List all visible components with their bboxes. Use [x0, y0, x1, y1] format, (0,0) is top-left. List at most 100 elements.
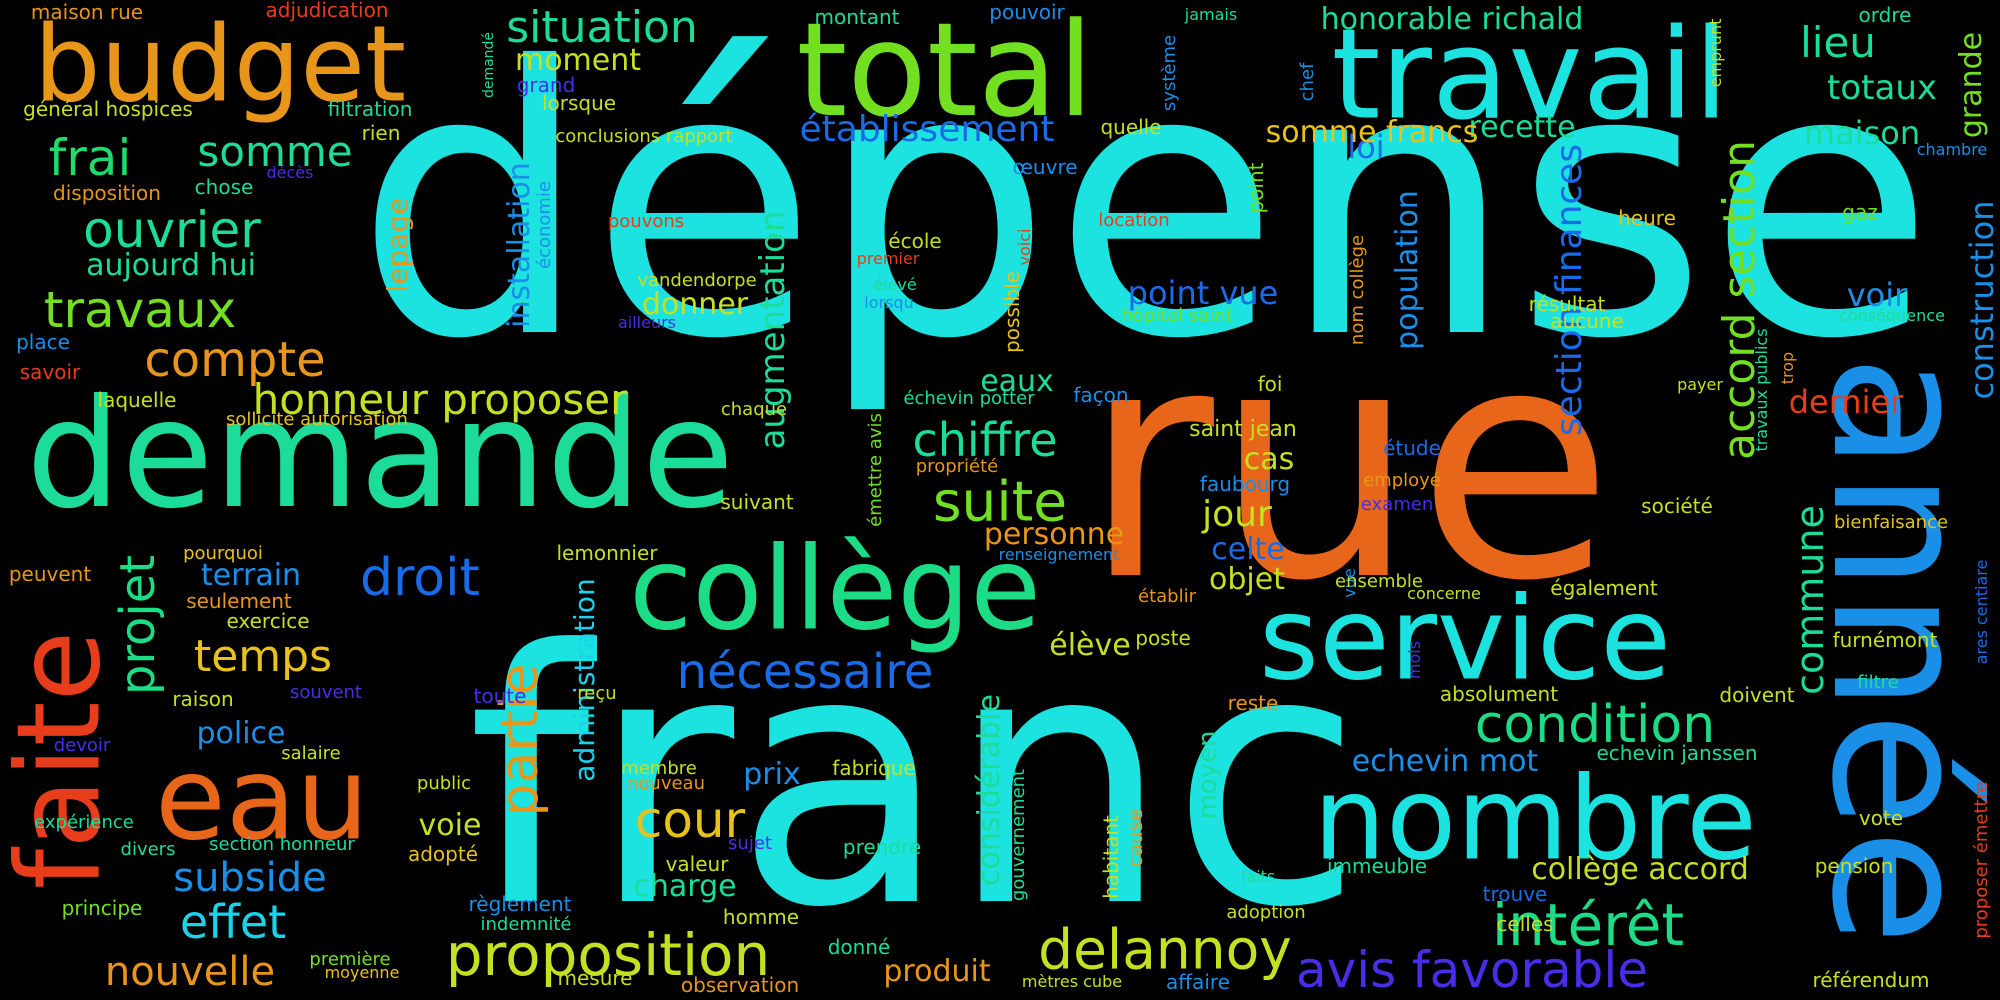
word-57: voir — [1846, 276, 1908, 314]
word-82: décès — [266, 163, 314, 182]
word-46: construction — [1963, 200, 2000, 400]
word-55: moment — [514, 43, 642, 78]
word-5: total — [796, 0, 1094, 146]
word-97: expérience — [34, 812, 134, 833]
word-117: jamais — [1184, 5, 1238, 24]
word-176: aucune — [1550, 309, 1624, 333]
word-89: pourquoi — [183, 543, 263, 564]
word-133: nom collège — [1347, 234, 1368, 346]
word-84: place — [16, 330, 70, 354]
word-58: dernier — [1788, 383, 1904, 421]
word-179: conséquence — [1839, 306, 1945, 325]
word-26: frai — [48, 129, 132, 187]
word-188: doivent — [1719, 683, 1795, 707]
word-103: public — [416, 773, 472, 794]
word-140: étude — [1383, 436, 1441, 460]
word-193: pension — [1814, 854, 1894, 878]
word-104: adopté — [407, 842, 479, 866]
word-110: pouvoir — [989, 0, 1065, 24]
word-107: mesure — [557, 966, 633, 990]
word-115: quelle — [1100, 115, 1162, 139]
word-61: personne — [983, 517, 1125, 552]
word-41: considérable — [972, 694, 1007, 886]
word-125: lorsqu — [864, 293, 914, 312]
word-36: établissement — [799, 109, 1055, 150]
word-131: point — [1244, 162, 1268, 214]
word-192: vote — [1858, 806, 1904, 830]
word-23: compte — [144, 332, 326, 388]
word-73: produit — [883, 954, 991, 989]
word-47: grande — [1954, 31, 1989, 139]
word-119: chef — [1297, 62, 1318, 102]
word-111: grand — [516, 73, 576, 97]
word-172: mètres cube — [1021, 972, 1123, 991]
word-106: indemnité — [480, 914, 572, 935]
word-56: point vue — [1127, 274, 1279, 312]
word-44: population — [1390, 190, 1425, 350]
word-170: immeuble — [1326, 854, 1428, 878]
word-128: voici — [1015, 228, 1034, 266]
word-70: charge — [633, 869, 737, 904]
word-189: absolument — [1439, 682, 1559, 706]
word-166: habitant — [1099, 815, 1123, 899]
word-13: proposition — [445, 921, 771, 989]
word-116: œuvre — [1012, 155, 1078, 179]
word-105: règlement — [468, 892, 572, 916]
word-114: demandé — [481, 31, 497, 99]
word-71: voie — [418, 808, 482, 843]
word-27: somme — [197, 127, 353, 176]
word-8: service — [1259, 572, 1671, 707]
word-144: émettre avis — [865, 413, 886, 527]
word-175: résultat — [1528, 292, 1606, 316]
word-141: employé — [1363, 470, 1441, 491]
word-50: maison — [1803, 114, 1921, 152]
word-86: laquelle — [97, 388, 177, 412]
word-39: lepage — [381, 197, 414, 293]
word-63: cas — [1243, 442, 1295, 477]
word-6: travail — [1331, 2, 1729, 148]
word-18: nécessaire — [676, 644, 934, 700]
word-122: école — [888, 229, 942, 253]
word-178: gaz — [1842, 200, 1878, 224]
word-183: bienfaisance — [1833, 512, 1949, 533]
word-109: montant — [814, 5, 900, 29]
word-7: collège — [629, 522, 1041, 657]
word-76: maison rue — [30, 0, 144, 24]
word-29: temps — [193, 631, 333, 682]
word-145: suivant — [720, 490, 794, 514]
word-99: section honneur — [209, 834, 355, 855]
word-113: conclusions rapport — [555, 126, 733, 147]
word-10: budget — [33, 3, 407, 126]
word-79: filtration — [327, 97, 413, 121]
word-158: membre — [621, 758, 697, 779]
word-4: demande — [25, 368, 735, 542]
word-92: exercice — [226, 609, 310, 633]
word-124: élevé — [873, 275, 917, 294]
word-120: économie — [534, 180, 555, 270]
word-194: référendum — [1812, 968, 1930, 992]
word-130: location — [1098, 210, 1170, 231]
word-45: commune — [1788, 505, 1832, 695]
word-31: nouvelle — [104, 949, 276, 995]
word-127: ailleurs — [617, 313, 677, 332]
word-159: nouveau — [627, 773, 705, 794]
word-132: hôpital saint — [1121, 305, 1233, 326]
word-136: échevin potter — [903, 388, 1035, 409]
word-184: société — [1641, 494, 1713, 518]
word-155: reçu — [577, 683, 617, 704]
word-90: peuvent — [8, 562, 92, 586]
word-118: système — [1159, 34, 1180, 112]
word-0: dépense — [355, 0, 1935, 420]
word-33: honneur proposer — [252, 375, 628, 424]
word-197: emprunt — [1706, 18, 1725, 88]
word-134: foi — [1257, 372, 1283, 396]
word-154: reste — [1227, 691, 1279, 715]
word-25: ouvrier — [83, 201, 261, 259]
word-78: général hospices — [23, 97, 193, 121]
word-100: principe — [61, 896, 143, 920]
word-54: somme francs — [1265, 115, 1479, 150]
word-69: echevin mot — [1351, 744, 1539, 779]
word-108: observation — [680, 973, 800, 997]
word-143: propriété — [915, 456, 999, 477]
word-101: première — [309, 949, 391, 970]
